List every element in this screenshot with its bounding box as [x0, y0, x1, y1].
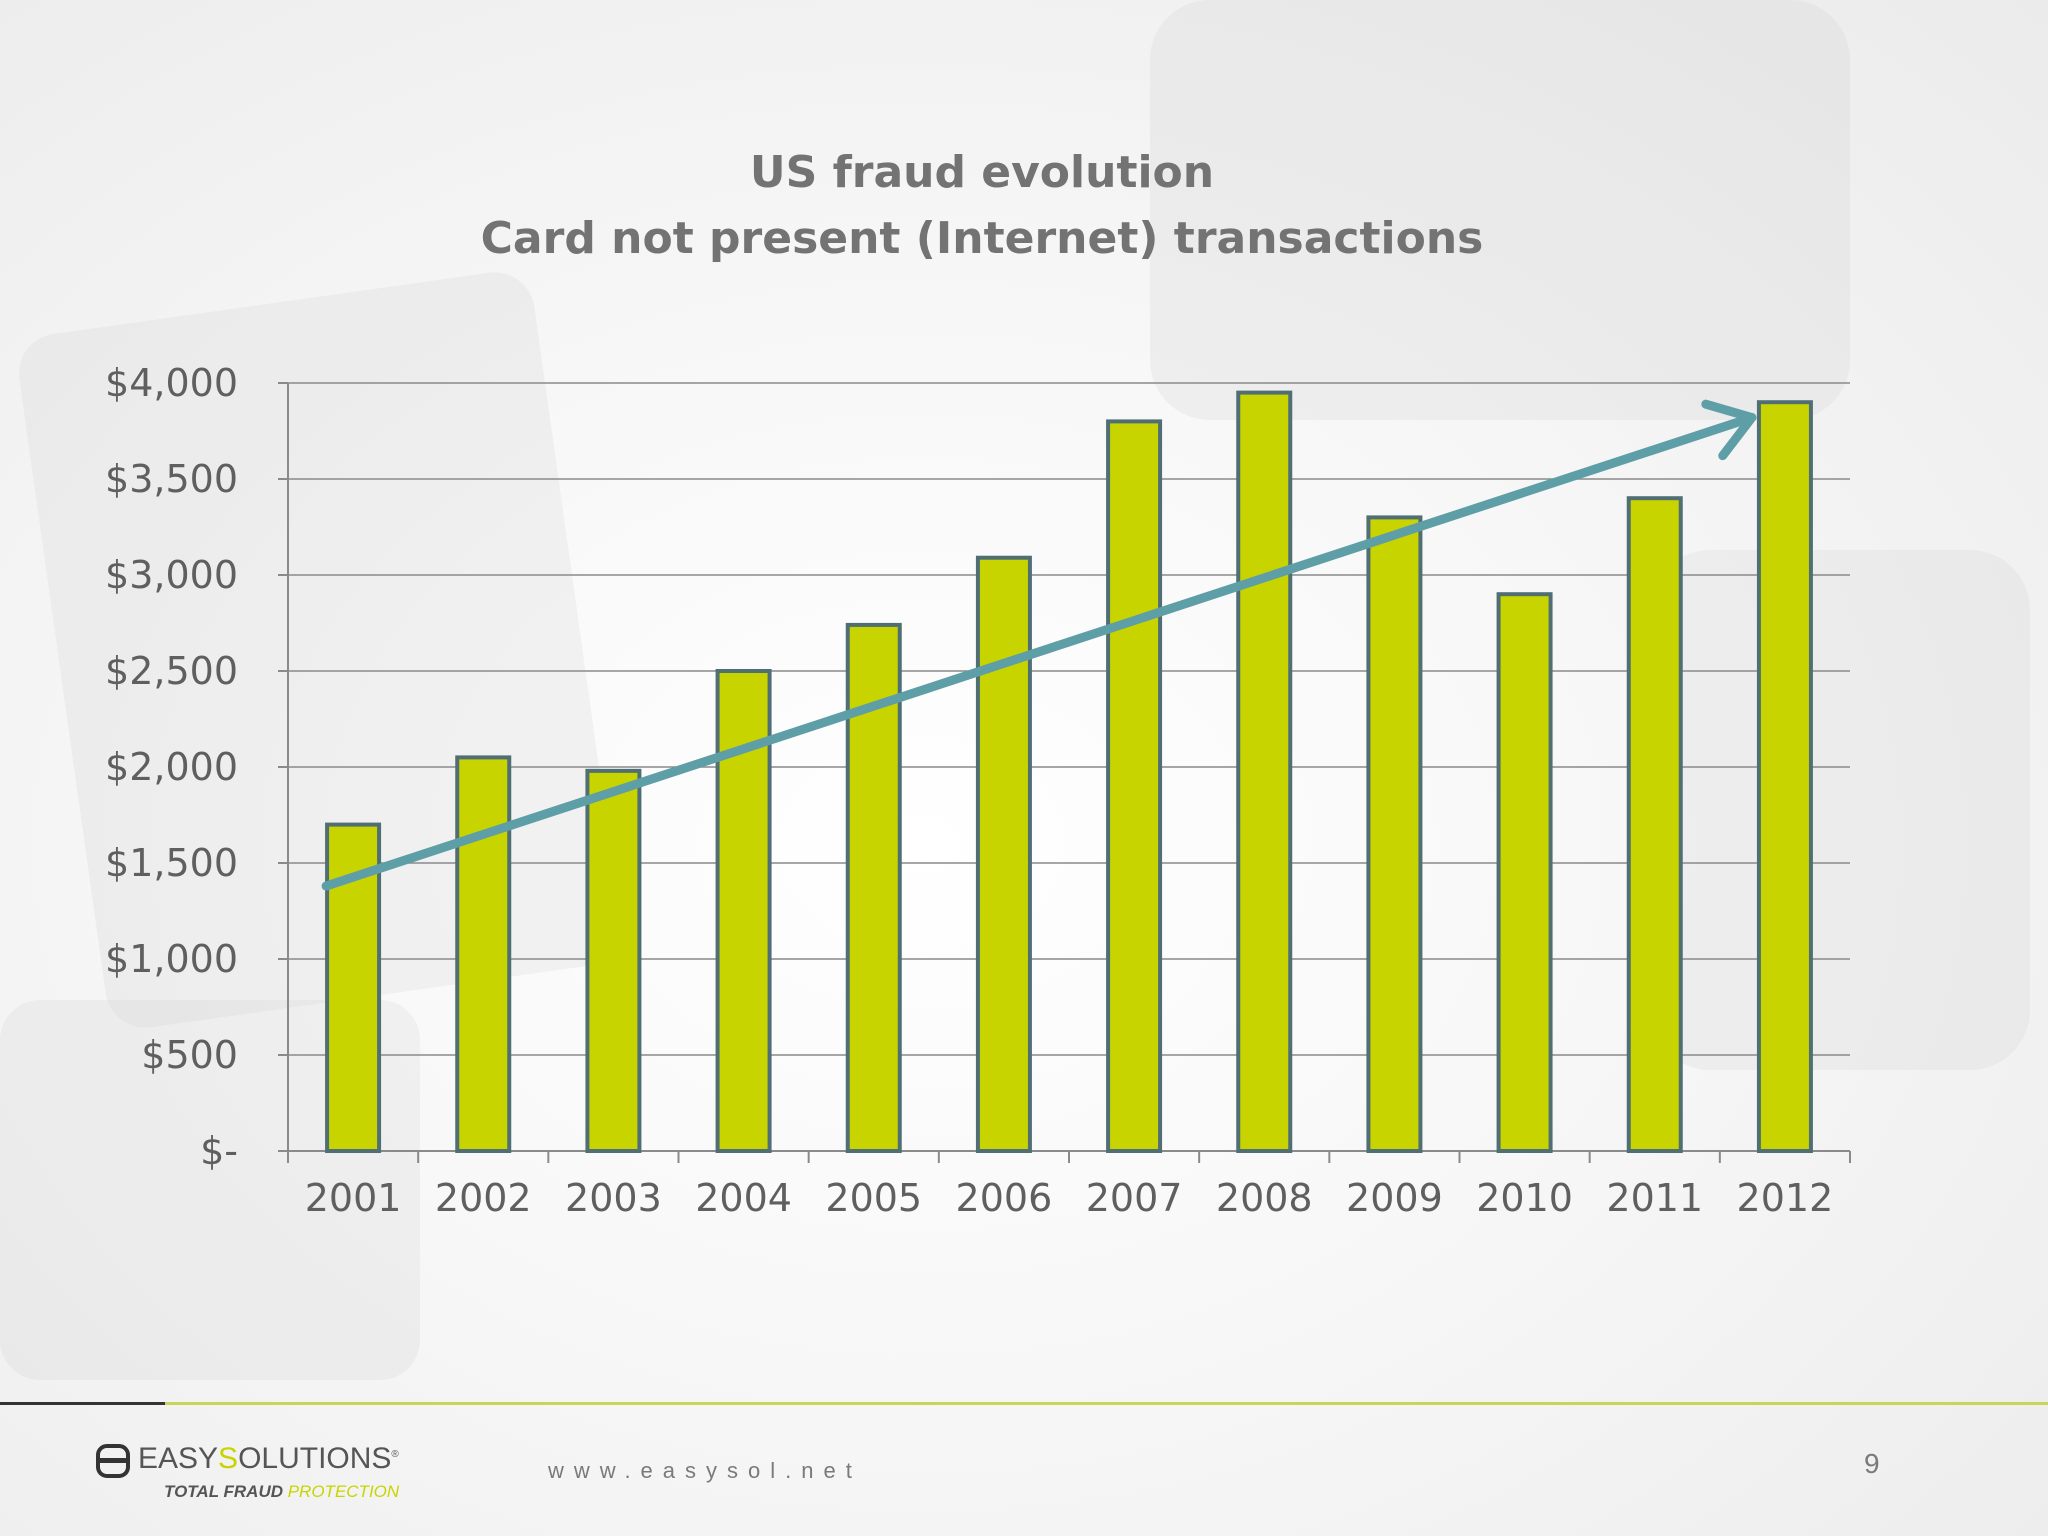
- y-tick-label: $1,000: [105, 937, 238, 981]
- bar-2006: [975, 555, 1032, 1153]
- trend-arrow-line: [321, 413, 1757, 891]
- x-tick-label: 2003: [565, 1176, 662, 1220]
- y-tick-label: $1,500: [105, 841, 238, 885]
- bar-2010: [1496, 592, 1553, 1153]
- bar-2008: [1236, 390, 1293, 1154]
- y-tick-label: $-: [200, 1129, 238, 1173]
- y-tick-label: $3,000: [105, 553, 238, 597]
- logo-icon: [96, 1444, 130, 1478]
- x-tick-label: 2005: [825, 1176, 922, 1220]
- x-tick-label: 2009: [1346, 1176, 1443, 1220]
- y-tick-label: $3,500: [105, 457, 238, 501]
- y-tick-label: $2,500: [105, 649, 238, 693]
- bar-2011: [1626, 496, 1683, 1153]
- bar-2003: [585, 768, 642, 1154]
- company-logo: EASYSOLUTIONS® TOTAL FRAUD PROTECTION: [96, 1438, 436, 1508]
- x-tick-label: 2011: [1606, 1176, 1703, 1220]
- background-photo-shape: [1650, 550, 2030, 1070]
- chart-title-line2: Card not present (Internet) transactions: [480, 213, 1484, 264]
- x-tick-label: 2002: [435, 1176, 532, 1220]
- x-tick-label: 2007: [1086, 1176, 1183, 1220]
- x-tick-label: 2004: [695, 1176, 792, 1220]
- bar-2012: [1756, 400, 1813, 1153]
- bar-2007: [1106, 419, 1163, 1153]
- x-tick-label: 2008: [1216, 1176, 1313, 1220]
- y-tick-label: $2,000: [105, 745, 238, 789]
- page-number: 9: [1864, 1448, 1880, 1479]
- bar-chart: $- $500 $1,000 $1,500 $2,000 $2,500 $3,000 $3,5…: [105, 361, 1851, 1220]
- x-tick-label: 2001: [305, 1176, 402, 1220]
- y-tick-label: $4,000: [105, 361, 238, 405]
- bar-2002: [455, 755, 512, 1154]
- logo-tagline: TOTAL FRAUD PROTECTION: [164, 1482, 400, 1501]
- trend-arrow-head: [1701, 399, 1757, 461]
- chart-title-line1: US fraud evolution: [749, 147, 1215, 198]
- footer-divider-green: [165, 1402, 2048, 1405]
- y-tick-label: $500: [141, 1033, 238, 1077]
- footer-divider-dark: [0, 1402, 165, 1405]
- x-tick-label: 2006: [956, 1176, 1053, 1220]
- logo-wordmark: EASYSOLUTIONS®: [138, 1442, 399, 1475]
- chart-title: US fraud evolution Card not present (Int…: [0, 140, 1964, 272]
- x-tick-label: 2012: [1737, 1176, 1834, 1220]
- x-tick-label: 2010: [1476, 1176, 1573, 1220]
- website-url: www.easysol.net: [548, 1458, 862, 1483]
- bar-2009: [1366, 515, 1423, 1153]
- background-photo-shape: [1150, 0, 1850, 420]
